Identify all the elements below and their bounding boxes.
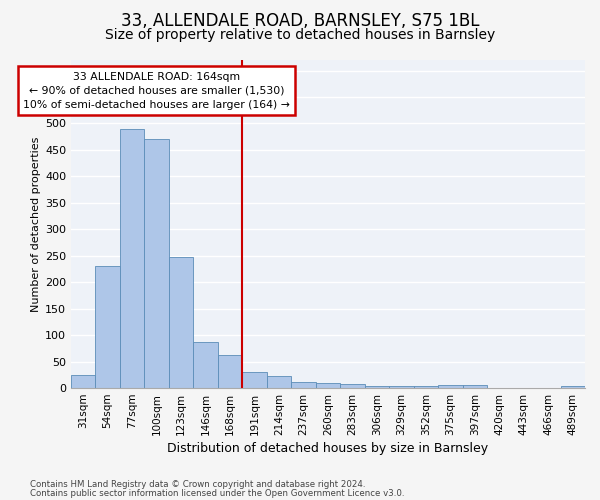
- Bar: [169, 257, 193, 388]
- Text: 33 ALLENDALE ROAD: 164sqm
← 90% of detached houses are smaller (1,530)
10% of se: 33 ALLENDALE ROAD: 164sqm ← 90% of detac…: [23, 72, 290, 110]
- Bar: [389, 386, 413, 388]
- Bar: [242, 372, 267, 388]
- Text: 33, ALLENDALE ROAD, BARNSLEY, S75 1BL: 33, ALLENDALE ROAD, BARNSLEY, S75 1BL: [121, 12, 479, 30]
- Bar: [438, 385, 463, 388]
- Bar: [365, 386, 389, 388]
- Bar: [218, 356, 242, 388]
- Bar: [560, 386, 585, 388]
- Bar: [413, 386, 438, 388]
- Text: Contains public sector information licensed under the Open Government Licence v3: Contains public sector information licen…: [30, 488, 404, 498]
- Bar: [291, 382, 316, 388]
- Bar: [316, 383, 340, 388]
- Bar: [145, 140, 169, 388]
- Y-axis label: Number of detached properties: Number of detached properties: [31, 136, 41, 312]
- Bar: [463, 385, 487, 388]
- Text: Contains HM Land Registry data © Crown copyright and database right 2024.: Contains HM Land Registry data © Crown c…: [30, 480, 365, 489]
- Text: Size of property relative to detached houses in Barnsley: Size of property relative to detached ho…: [105, 28, 495, 42]
- Bar: [120, 129, 145, 388]
- Bar: [340, 384, 365, 388]
- X-axis label: Distribution of detached houses by size in Barnsley: Distribution of detached houses by size …: [167, 442, 488, 455]
- Bar: [95, 266, 120, 388]
- Bar: [71, 375, 95, 388]
- Bar: [267, 376, 291, 388]
- Bar: [193, 342, 218, 388]
